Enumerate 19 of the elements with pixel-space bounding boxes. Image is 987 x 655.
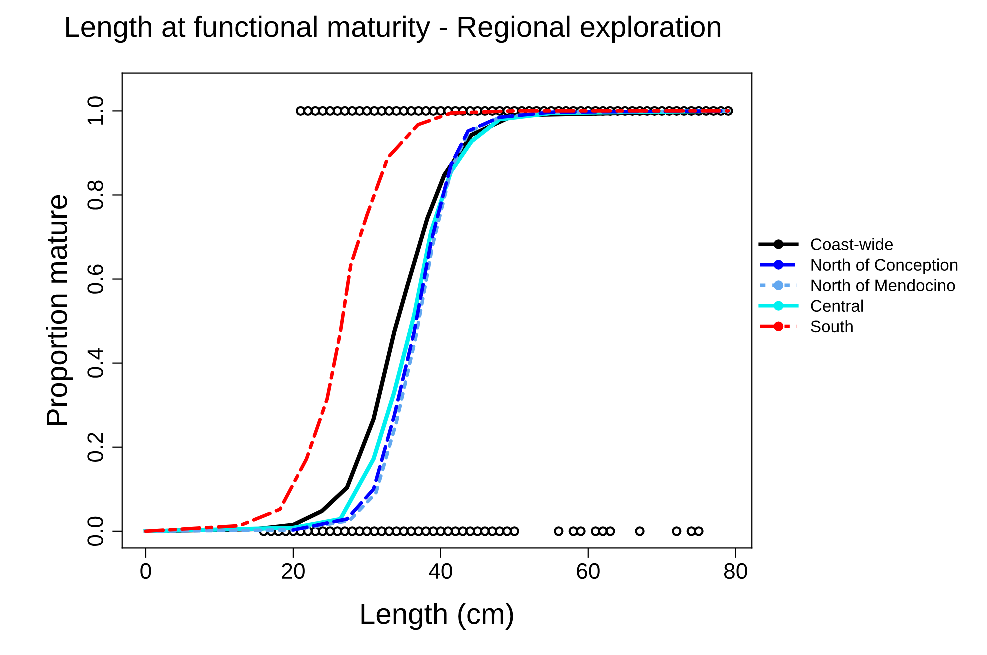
y-tick-label: 0.6 [88, 264, 104, 294]
legend-label: North of Conception [812, 258, 958, 274]
legend-label: North of Mendocino [812, 279, 956, 292]
legend-label: South [811, 320, 853, 333]
legend-label: Coast-wide [811, 238, 894, 250]
y-tick-label: 0.8 [88, 180, 104, 210]
x-tick-label: 40 [429, 563, 452, 580]
y-tick-label: 0.0 [88, 516, 104, 546]
x-tick-label: 20 [282, 563, 305, 580]
y-tick-label: 0.4 [88, 348, 104, 378]
x-tick-label: 60 [577, 563, 600, 580]
x-axis-title: Length (cm) [362, 602, 514, 630]
y-tick-label: 1.0 [88, 96, 104, 125]
chart-title: Length at functional maturity - Regional exploration [66, 16, 721, 44]
legend-label: Central [811, 300, 864, 312]
y-tick-label: 0.2 [88, 433, 104, 462]
x-tick-label: 80 [724, 563, 748, 580]
y-axis-title: Proportion mature [46, 195, 74, 426]
x-tick-label: 0 [140, 563, 152, 580]
